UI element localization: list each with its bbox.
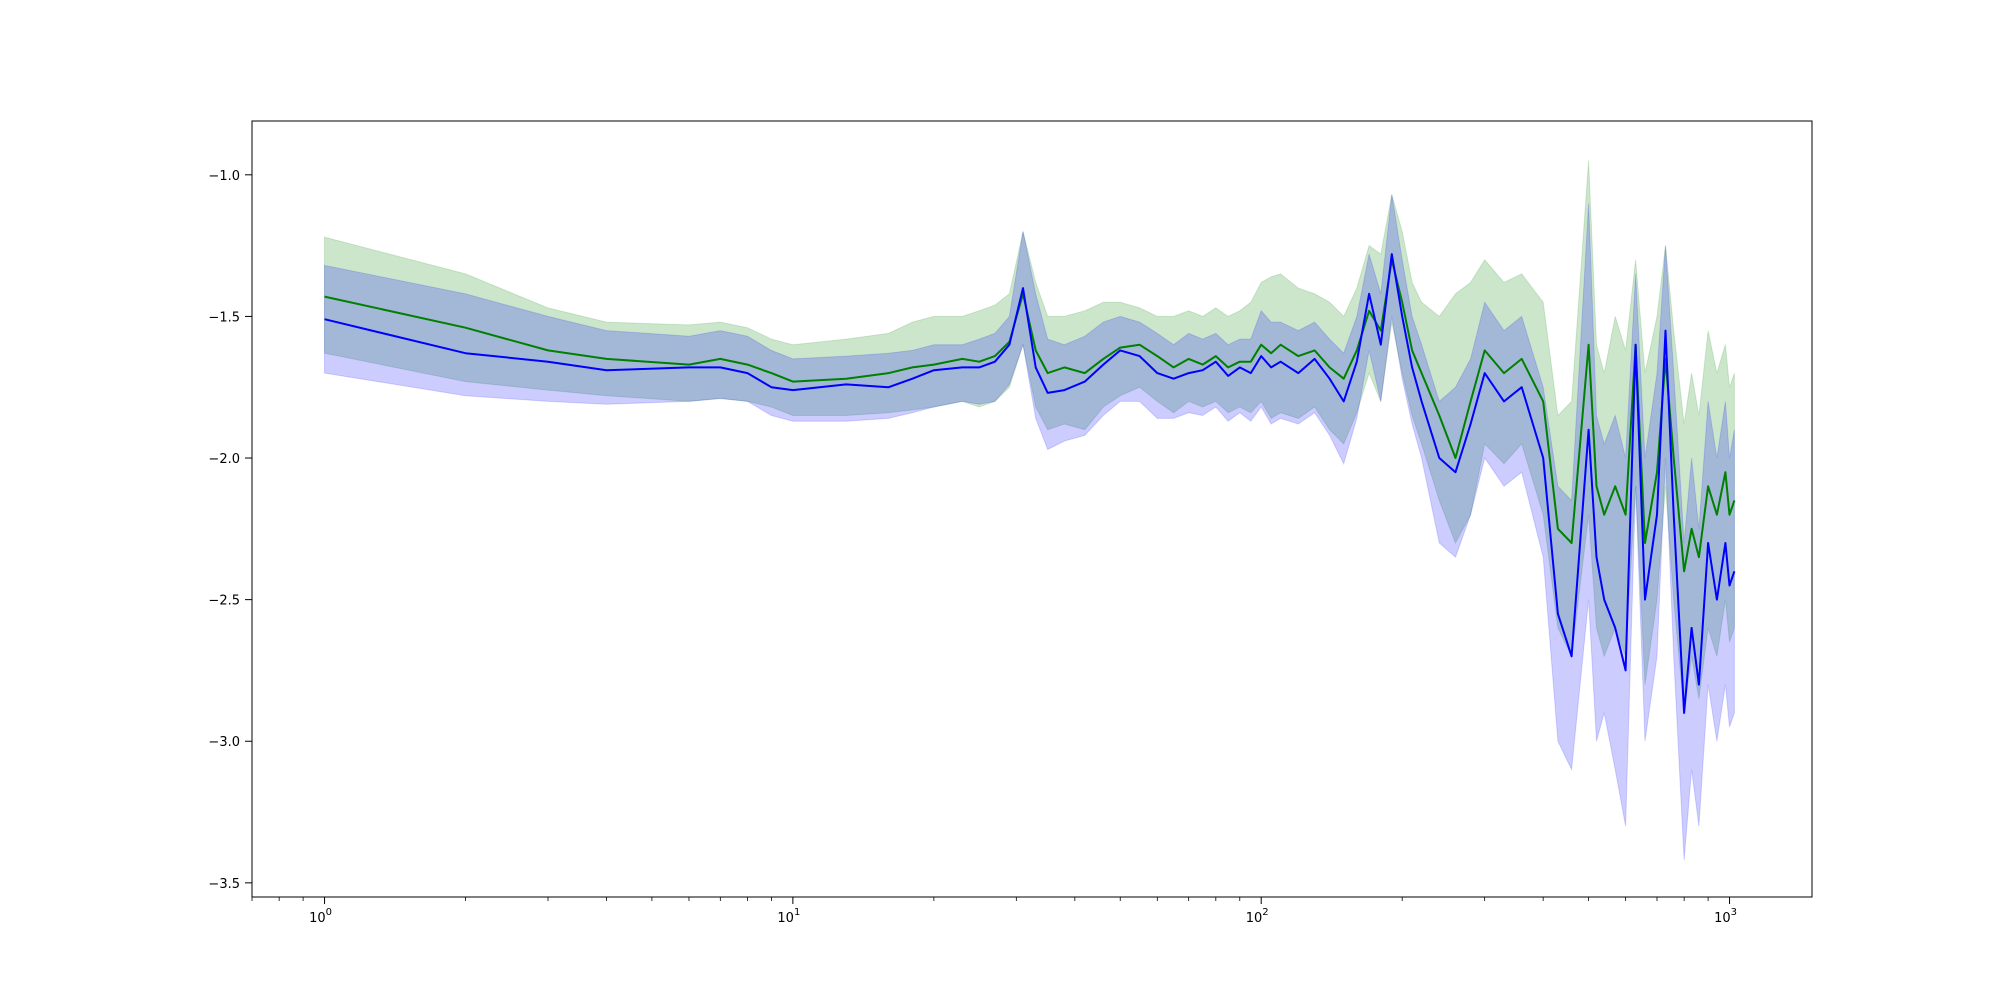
series-lines [324, 253, 1736, 714]
y-tick-label: −2.5 [208, 594, 240, 609]
y-tick-label: −1.5 [208, 310, 240, 325]
confidence-bands [324, 160, 1735, 861]
x-tick-label: 102 [1246, 907, 1269, 926]
x-axis: 100 101 102 103 [251, 897, 1737, 926]
plot-frame [251, 120, 1813, 898]
series-2-line [324, 253, 1736, 714]
x-tick-label: 100 [309, 907, 332, 926]
series-2-band [324, 194, 1735, 861]
y-tick-label: −1.0 [208, 169, 240, 184]
x-tick-label: 103 [1714, 907, 1737, 926]
x-tick-label: 101 [777, 907, 800, 926]
y-tick-label: −2.0 [208, 452, 240, 467]
y-tick-label: −3.5 [208, 877, 240, 892]
y-axis: −1.0 −1.5 −2.0 −2.5 −3.0 −3.5 [208, 169, 252, 892]
series-1-band [324, 160, 1735, 713]
y-tick-label: −3.0 [208, 735, 240, 750]
